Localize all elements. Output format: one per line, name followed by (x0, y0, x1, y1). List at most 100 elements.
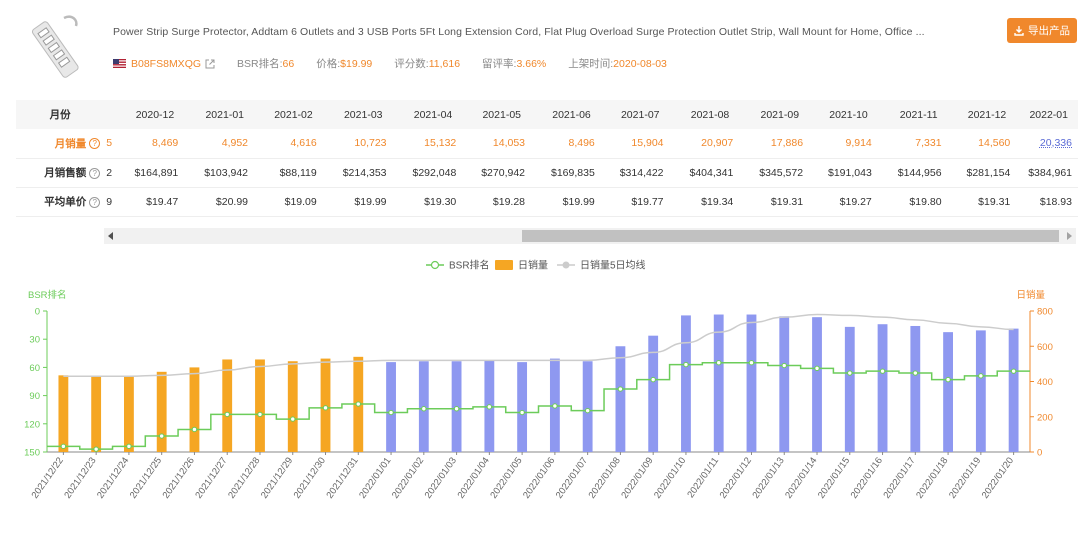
table-header-cell: 2021-09 (739, 100, 810, 129)
daily-sales-bar (844, 326, 855, 452)
x-tick-label: 2022/01/07 (554, 455, 590, 500)
x-tick-label: 2021/12/27 (193, 455, 229, 500)
bsr-rank-point (355, 401, 361, 407)
y-left-axis-title: BSR排名 (28, 289, 67, 301)
x-tick-label: 2021/12/22 (30, 455, 66, 500)
table-cell: 14,053 (462, 129, 532, 159)
table-cell: 4,952 (184, 129, 255, 159)
bsr-rank-point (879, 368, 886, 374)
daily-sales-bar (877, 324, 888, 452)
x-tick-label: 2022/01/11 (685, 455, 721, 500)
x-tick-label: 2022/01/05 (488, 455, 524, 500)
daily-sales-bar (255, 359, 265, 452)
table-cell: 4,616 (254, 129, 323, 159)
daily-sales-bar (746, 314, 757, 452)
y-right-axis-title: 日销量 (1016, 289, 1045, 301)
table-header-cell: 2021-10 (809, 100, 878, 129)
table-cell: 20,907 (669, 129, 740, 159)
table-cell: $19.34 (669, 187, 740, 217)
table-header-cell: 2021-11 (877, 100, 948, 129)
row-label-monthly-revenue: 月销售额? (16, 158, 105, 188)
bsr-rank-point (486, 404, 493, 410)
avg-5day-line (63, 313, 1014, 377)
bsr-rank-point (290, 416, 296, 422)
table-cell: $19.99 (322, 187, 393, 217)
table-horizontal-scrollbar[interactable] (104, 228, 1076, 244)
table-cell: $404,341 (669, 158, 740, 188)
bsr-rank-point (158, 433, 165, 439)
bsr-rank-point (781, 362, 787, 369)
daily-sales-bar (812, 317, 822, 452)
launch-date-value: 2020-08-03 (613, 57, 667, 70)
daily-sales-bar (58, 375, 69, 452)
x-tick-label: 2022/01/10 (652, 455, 688, 500)
table-cell: $19.09 (254, 187, 323, 217)
table-cell: $20.99 (184, 187, 255, 217)
legend-bsr-marker (430, 260, 440, 270)
ratings-label: 评分数: (394, 58, 429, 70)
table-cell: $103,942 (184, 158, 255, 188)
scroll-left-arrow-icon[interactable] (108, 232, 113, 240)
bsr-rank-point (421, 406, 427, 412)
bsr-rank-point (683, 361, 689, 368)
bsr-rank-point (847, 370, 853, 376)
bsr-rank-point (1010, 368, 1017, 374)
scroll-right-arrow-icon[interactable] (1067, 232, 1072, 240)
daily-sales-bar (156, 371, 167, 452)
bsr-rank-point (716, 360, 722, 366)
daily-sales-bar (910, 325, 921, 452)
table-header-cell: 2021-12 (947, 100, 1017, 129)
product-image[interactable] (26, 12, 88, 82)
table-cell-link[interactable]: 20,336 (1016, 129, 1078, 159)
bsr-rank-point (519, 409, 525, 416)
daily-sales-bar (582, 361, 593, 452)
bsr-rank-point (650, 376, 656, 383)
table-header-cell: 2021-07 (600, 100, 670, 129)
bsr-rank-point (224, 411, 230, 418)
table-cell: $281,154 (947, 158, 1017, 188)
sales-bsr-chart: BSR排名 日销量 日销量5日均线 BSR排名 日销量 0 30 60 90 120 150 0 200… (0, 250, 1080, 538)
bsr-rank-point (60, 443, 67, 450)
table-header-cell: 2021-04 (392, 100, 463, 129)
x-tick-label: 2021/12/26 (161, 455, 197, 500)
help-icon[interactable]: ? (89, 138, 101, 150)
table-cell: $19.28 (462, 187, 532, 217)
table-cell: $345,572 (739, 158, 810, 188)
table-cell: 8,496 (531, 129, 601, 159)
table-cell: $19.30 (392, 187, 463, 217)
x-tick-label: 2022/01/01 (357, 455, 393, 500)
bsr-value: 66 (282, 57, 295, 70)
y-right-tick-label: 400 (1037, 377, 1053, 388)
table-header-cell-partial (104, 100, 119, 129)
help-icon[interactable]: ? (89, 167, 101, 179)
export-product-button[interactable]: 导出产品 (1007, 18, 1077, 43)
external-link-icon[interactable] (205, 59, 215, 69)
daily-sales-bar (222, 359, 233, 452)
table-cell: $314,422 (600, 158, 670, 188)
table-cell: 15,132 (392, 129, 463, 159)
bsr-rank-point (945, 376, 951, 383)
bsr-rank-point (93, 446, 99, 452)
y-left-tick-label: 0 (35, 307, 40, 318)
legend-bsr-label: BSR排名 (449, 259, 490, 272)
table-cell: $169,835 (531, 158, 601, 188)
scrollbar-thumb[interactable] (522, 230, 1059, 242)
table-cell: 7,331 (877, 129, 948, 159)
y-left-tick-label: 150 (24, 448, 40, 459)
help-icon[interactable]: ? (89, 196, 101, 208)
table-cell: 8,469 (118, 129, 185, 159)
bsr-rank-point (388, 409, 394, 416)
table-cell: $19.31 (947, 187, 1017, 217)
table-cell-partial: 5 (104, 129, 119, 159)
bsr-rank-point (748, 360, 755, 366)
asin-link[interactable]: B08FS8MXQG (131, 57, 202, 70)
bsr-rank-point (617, 386, 624, 392)
product-title[interactable]: Power Strip Surge Protector, Addtam 6 Ou… (113, 26, 925, 38)
row-label-avg-price: 平均单价? (16, 187, 105, 217)
x-tick-label: 2022/01/12 (718, 455, 754, 500)
table-header-cell: 2021-02 (254, 100, 323, 129)
table-cell: $214,353 (322, 158, 393, 188)
x-tick-label: 2021/12/23 (62, 455, 98, 500)
bsr-rank-point (814, 365, 820, 372)
row-label-text: 月销量 (54, 137, 87, 150)
